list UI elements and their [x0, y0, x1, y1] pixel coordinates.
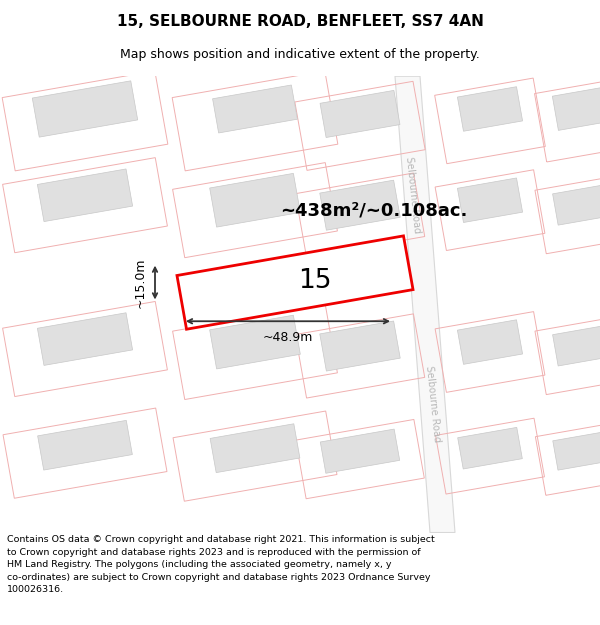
Text: 15, SELBOURNE ROAD, BENFLEET, SS7 4AN: 15, SELBOURNE ROAD, BENFLEET, SS7 4AN	[116, 14, 484, 29]
Text: 15: 15	[298, 268, 332, 294]
Text: Selbourne Road: Selbourne Road	[404, 156, 422, 234]
Text: ~438m²/~0.108ac.: ~438m²/~0.108ac.	[280, 201, 467, 219]
Text: Map shows position and indicative extent of the property.: Map shows position and indicative extent…	[120, 48, 480, 61]
Polygon shape	[553, 88, 600, 131]
Text: Selbourne Road: Selbourne Road	[424, 365, 442, 442]
Polygon shape	[553, 326, 600, 366]
Polygon shape	[553, 185, 600, 225]
Polygon shape	[212, 85, 298, 133]
Text: Contains OS data © Crown copyright and database right 2021. This information is : Contains OS data © Crown copyright and d…	[7, 535, 435, 594]
Polygon shape	[320, 91, 400, 138]
Polygon shape	[37, 169, 133, 222]
Polygon shape	[457, 320, 523, 364]
Polygon shape	[209, 173, 301, 227]
Polygon shape	[37, 312, 133, 366]
Polygon shape	[320, 321, 400, 371]
Polygon shape	[210, 424, 300, 472]
Polygon shape	[395, 76, 455, 532]
Polygon shape	[320, 180, 400, 230]
Polygon shape	[458, 428, 523, 469]
Text: ~48.9m: ~48.9m	[263, 331, 313, 344]
Polygon shape	[177, 236, 413, 329]
Polygon shape	[209, 315, 301, 369]
Polygon shape	[320, 429, 400, 473]
Polygon shape	[457, 178, 523, 222]
Polygon shape	[32, 81, 138, 137]
Polygon shape	[553, 432, 600, 470]
Text: ~15.0m: ~15.0m	[134, 258, 147, 308]
Polygon shape	[38, 421, 133, 470]
Polygon shape	[457, 87, 523, 131]
